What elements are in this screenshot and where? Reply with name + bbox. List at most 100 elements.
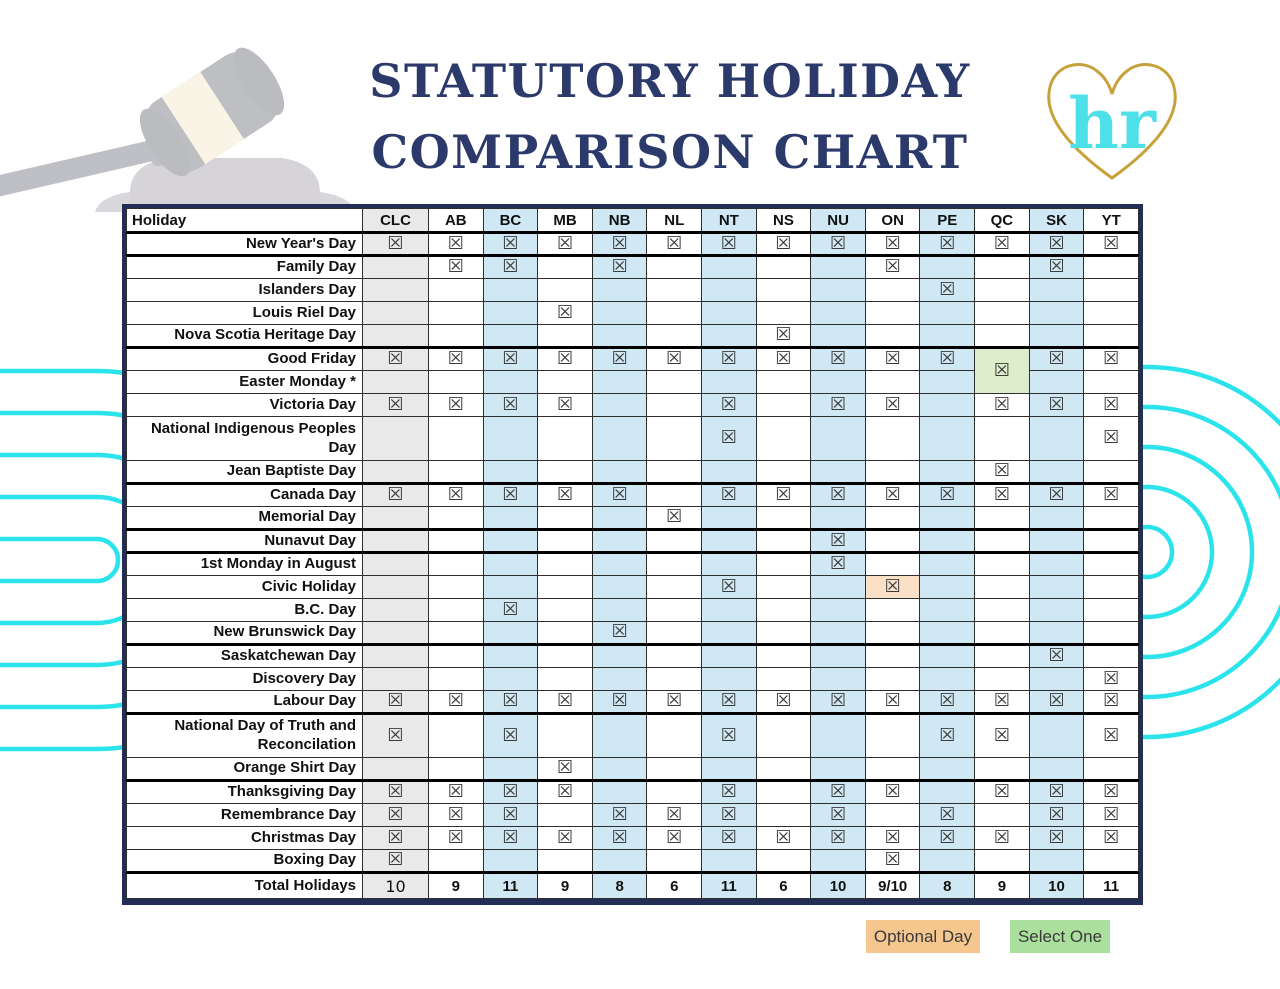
cell-nu [810,667,866,691]
cell-mb [537,552,593,576]
cell-mb [537,667,593,691]
cell-pe [919,598,976,622]
row-label: Thanksgiving Day [126,780,363,804]
checkbox-checked-icon: ☒ [502,826,519,848]
cell-nl [646,255,703,279]
checkbox-checked-icon: ☒ [611,256,628,277]
cell-ns [755,621,812,646]
cell-ns: ☒ [755,690,812,715]
cell-nu: ☒ [810,347,866,371]
cell-nu: ☒ [810,690,866,715]
cell-qc [974,621,1030,646]
column-header-nb: NB [591,208,648,234]
column-header-holiday: Holiday [126,208,363,234]
cell-ab: ☒ [428,803,484,827]
cell-yt [1083,849,1139,874]
cell-nu [810,506,866,531]
cell-yt: ☒ [1083,416,1139,461]
cell-nb [591,416,648,461]
cell-pe: ☒ [919,803,976,827]
row-label: Victoria Day [126,393,363,417]
cell-nt [701,644,757,668]
table-row: Nunavut Day ☒ [126,529,1139,554]
cell-qc [974,757,1030,782]
checkbox-checked-icon: ☒ [993,781,1010,802]
cell-qc: ☒ [974,713,1030,758]
cell-mb [537,324,593,349]
cell-nt [701,324,757,349]
cell-bc [482,667,539,691]
cell-pe: ☒ [919,278,976,302]
cell-sk: ☒ [1028,393,1085,417]
row-label: Memorial Day [126,506,363,531]
cell-pe [919,780,976,804]
column-header-on: ON [864,208,921,234]
cell-ab [428,552,484,576]
row-label: Good Friday [126,347,363,371]
cell-on [864,460,921,485]
cell-sk [1028,301,1085,325]
cell-mb [537,506,593,531]
cell-nb [591,324,648,349]
cell-bc [482,757,539,782]
checkbox-checked-icon: ☒ [993,724,1010,746]
row-label: Remembrance Day [126,803,363,827]
checkbox-checked-icon: ☒ [720,803,737,825]
cell-nt [701,529,757,554]
cell-mb [537,713,593,758]
cell-qc [974,803,1030,827]
checkbox-checked-icon: ☒ [993,460,1010,481]
cell-ns [755,598,812,622]
row-label: National Day of Truth and Reconcilation [126,713,363,758]
cell-on: ☒ [864,575,921,599]
checkbox-checked-icon: ☒ [884,575,901,597]
total-nu: 10 [810,872,866,899]
cell-nt [701,370,757,394]
cell-sk [1028,667,1085,691]
total-sk: 10 [1028,872,1085,899]
cell-pe: ☒ [919,483,976,507]
cell-mb [537,278,593,302]
table-row: Canada Day ☒ ☒ ☒ ☒ ☒ ☒ ☒ ☒ ☒ ☒ ☒ ☒ ☒ [126,483,1139,507]
checkbox-checked-icon: ☒ [611,621,628,642]
cell-nb: ☒ [591,232,648,257]
cell-on [864,416,921,461]
cell-nu: ☒ [810,529,866,554]
cell-nt: ☒ [701,803,757,827]
cell-pe: ☒ [919,232,976,257]
checkbox-checked-icon: ☒ [720,427,737,448]
cell-nl [646,370,703,394]
checkbox-checked-icon: ☒ [387,232,404,254]
row-label: Discovery Day [126,667,363,691]
checkbox-checked-icon: ☒ [666,803,683,825]
row-label: Family Day [126,255,363,279]
cell-nl [646,393,703,417]
cell-mb: ☒ [537,826,593,850]
cell-ab: ☒ [428,393,484,417]
cell-nb [591,575,648,599]
cell-nu [810,301,866,325]
checkbox-checked-icon: ☒ [720,690,737,711]
cell-qc: ☒ [974,690,1030,715]
cell-ab: ☒ [428,826,484,850]
cell-nu [810,575,866,599]
row-label: 1st Monday in August [126,552,363,576]
cell-ab [428,621,484,646]
cell-ab [428,416,484,461]
checkbox-checked-icon: ☒ [1103,690,1120,711]
cell-sk [1028,713,1085,758]
cell-yt [1083,460,1139,485]
cell-bc: ☒ [482,780,539,804]
cell-nl [646,644,703,668]
cell-clc [362,757,429,782]
cell-mb [537,644,593,668]
row-label: Islanders Day [126,278,363,302]
checkbox-checked-icon: ☒ [387,724,404,746]
cell-pe [919,506,976,531]
checkbox-checked-icon: ☒ [387,781,404,802]
cell-sk [1028,621,1085,646]
row-label: Orange Shirt Day [126,757,363,782]
cell-clc [362,416,429,461]
cell-pe [919,757,976,782]
checkbox-checked-icon: ☒ [1103,393,1120,415]
